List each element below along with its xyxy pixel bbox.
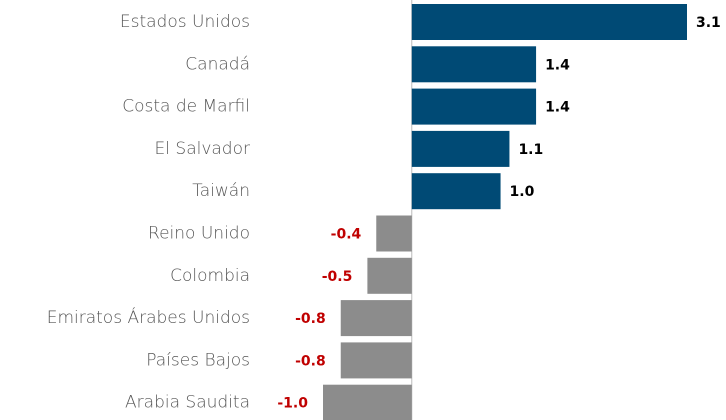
bar [367,257,412,294]
value-label: -0.8 [295,311,326,327]
value-label: -0.5 [322,269,353,285]
category-label: El Salvador [155,139,250,159]
value-label: -1.0 [277,396,308,412]
category-label: Arabia Saudita [125,393,250,413]
category-label: Colombia [170,266,250,286]
category-label: Estados Unidos [120,12,250,32]
bar [323,384,412,420]
bar [340,300,412,337]
bar [411,46,537,83]
value-label: 1.4 [545,100,570,116]
bar [411,88,537,125]
value-label: -0.8 [295,353,326,369]
category-label: Taiwán [192,181,250,201]
value-label: 3.1 [696,15,721,31]
bar [411,4,687,40]
value-label: 1.1 [518,142,543,158]
bar [411,130,510,167]
bar [340,342,412,379]
bar [376,215,412,252]
bar [411,173,501,210]
category-label: Canadá [185,54,250,74]
category-label: Emiratos Árabes Unidos [47,306,250,328]
category-label: Reino Unido [148,224,250,244]
category-label: Costa de Marfil [122,97,250,117]
value-label: 1.0 [510,184,535,200]
value-label: -0.4 [331,227,362,243]
value-label: 1.4 [545,57,570,73]
category-label: Países Bajos [146,350,250,370]
